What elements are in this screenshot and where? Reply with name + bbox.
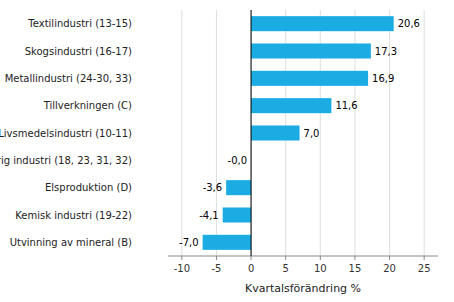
tick-label: 5	[283, 263, 289, 274]
tick-mark	[251, 256, 252, 260]
tick-mark	[216, 256, 217, 260]
data-label: -7,0	[179, 237, 199, 248]
tick-mark	[354, 256, 355, 260]
tick-mark	[181, 256, 182, 260]
x-axis: -10 -5 0 5 10 15 20 25	[168, 256, 438, 274]
tick-mark	[320, 256, 321, 260]
bar	[251, 71, 368, 86]
tick-label: -5	[211, 263, 221, 274]
bar	[251, 98, 331, 113]
zero-line	[251, 10, 252, 256]
category-label: Skogsindustri (16-17)	[25, 46, 132, 57]
grid	[182, 10, 424, 256]
tick-label: 15	[349, 263, 362, 274]
bar	[223, 207, 251, 222]
category-label: Livsmedelsindustri (10-11)	[0, 128, 132, 139]
category-label: Elsproduktion (D)	[45, 182, 132, 193]
chart: -10 -5 0 5 10 15 20 25 Utvinning av mineral (B) K…	[0, 0, 454, 302]
bars	[203, 16, 394, 250]
category-label: Tillverkningen (C)	[43, 100, 132, 111]
category-label: Kemisk industri (19-22)	[15, 210, 132, 221]
bar	[226, 180, 251, 195]
y-axis: Utvinning av mineral (B) Kemisk industri …	[0, 18, 132, 248]
category-label: Övrig industri (18, 23, 31, 32)	[0, 154, 132, 166]
tick-mark	[285, 256, 286, 260]
bar	[251, 125, 299, 140]
category-label: Metallindustri (24-30, 33)	[5, 73, 132, 84]
grid-line	[251, 10, 252, 256]
data-label: 11,6	[335, 100, 357, 111]
data-labels: -7,0 -4,1 -3,6 -0,0 7,0 11,6 16,9 17,3 20,6	[179, 18, 420, 248]
data-label: -4,1	[199, 210, 219, 221]
data-label: 16,9	[372, 73, 394, 84]
bar	[251, 43, 371, 58]
grid-line	[424, 10, 425, 256]
tick-label: 20	[383, 263, 396, 274]
axis-line	[168, 256, 438, 257]
chart-container: -10 -5 0 5 10 15 20 25 Utvinning av mineral (B) K…	[0, 0, 454, 302]
grid-line	[181, 10, 182, 256]
data-label: 7,0	[304, 128, 320, 139]
x-axis-label: Kvartalsförändring %	[245, 282, 361, 295]
tick-mark	[424, 256, 425, 260]
category-label: Textilindustri (13-15)	[27, 18, 132, 29]
category-label: Utvinning av mineral (B)	[10, 237, 132, 248]
tick-label: 25	[418, 263, 431, 274]
data-label: 20,6	[398, 18, 420, 29]
bar	[251, 16, 394, 31]
tick-label: 10	[314, 263, 327, 274]
bar	[203, 235, 251, 250]
data-label: -0,0	[228, 155, 248, 166]
tick-label: 0	[248, 263, 254, 274]
data-label: -3,6	[203, 182, 223, 193]
data-label: 17,3	[375, 46, 397, 57]
tick-mark	[389, 256, 390, 260]
tick-label: -10	[174, 263, 190, 274]
